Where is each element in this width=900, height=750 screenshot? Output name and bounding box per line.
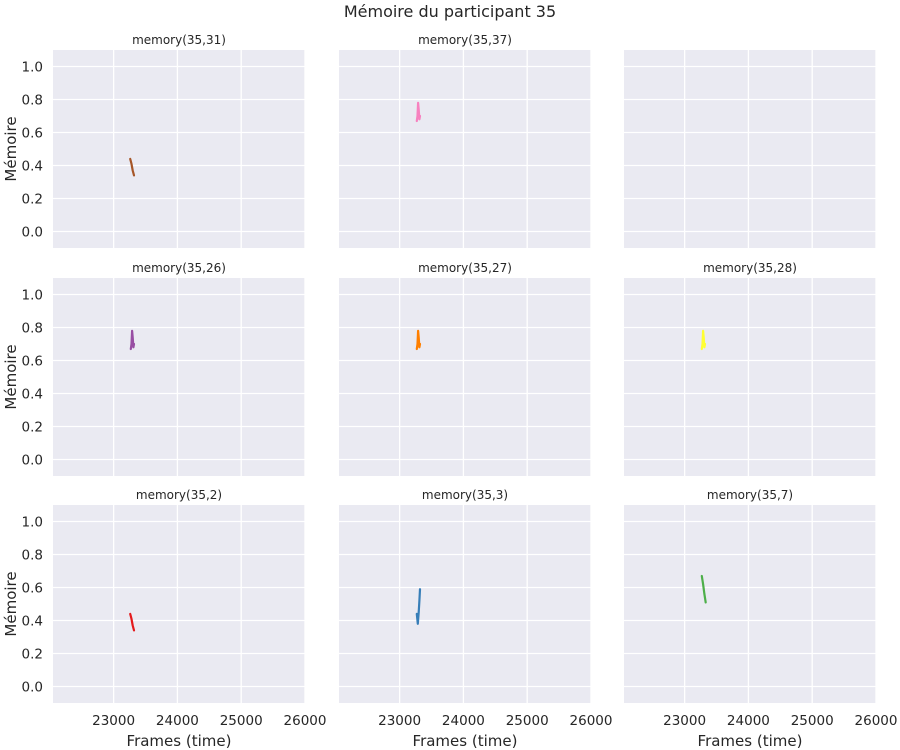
x-tick-label: 24000: [442, 713, 485, 729]
y-tick-label: 0.0: [22, 453, 43, 469]
x-axis-label: Frames (time): [413, 732, 518, 750]
panel-title: memory(35,3): [422, 488, 508, 502]
panel-2: memory(35,37): [339, 33, 591, 248]
panel-title: memory(35,31): [132, 33, 226, 47]
x-tick-label: 23000: [378, 713, 421, 729]
panel-1: memory(35,31) 0.0 0.2 0.4 0.6 0.8 1.0 Mémoire: [2, 33, 305, 248]
y-tick-label: 0.8: [22, 548, 43, 564]
x-tick-label: 23000: [663, 713, 706, 729]
panel-background: [339, 50, 591, 248]
x-axis-label: Frames (time): [698, 732, 803, 750]
x-tick-label: 23000: [92, 713, 135, 729]
panel-background: [339, 278, 591, 476]
y-tick-label: 1.0: [22, 288, 43, 304]
y-axis-label: Mémoire: [2, 571, 20, 636]
y-tick-label: 1.0: [22, 515, 43, 531]
y-tick-label: 0.2: [22, 647, 43, 663]
panel-background: [53, 278, 305, 476]
y-tick-label: 0.8: [22, 93, 43, 109]
y-tick-label: 1.0: [22, 60, 43, 76]
panel-title: memory(35,7): [707, 488, 793, 502]
x-tick-label: 26000: [855, 713, 898, 729]
panel-title: memory(35,26): [132, 261, 226, 275]
y-tick-label: 0.4: [22, 387, 43, 403]
y-tick-label: 0.8: [22, 321, 43, 337]
y-tick-label: 0.0: [22, 225, 43, 241]
panel-background: [53, 50, 305, 248]
panel-title: memory(35,28): [703, 261, 797, 275]
y-tick-label: 0.6: [22, 581, 43, 597]
y-tick-label: 0.6: [22, 354, 43, 370]
x-axis-label: Frames (time): [127, 732, 232, 750]
y-tick-label: 0.6: [22, 126, 43, 142]
y-tick-label: 0.4: [22, 159, 43, 175]
y-axis-label: Mémoire: [2, 344, 20, 409]
x-tick-label: 25000: [791, 713, 834, 729]
panel-background: [624, 278, 876, 476]
x-tick-label: 26000: [570, 713, 613, 729]
x-tick-label: 24000: [727, 713, 770, 729]
y-tick-label: 0.4: [22, 614, 43, 630]
y-axis-label: Mémoire: [2, 116, 20, 181]
x-tick-label: 25000: [220, 713, 263, 729]
panel-title: memory(35,2): [136, 488, 222, 502]
panel-3: [624, 50, 876, 248]
y-tick-label: 0.2: [22, 420, 43, 436]
x-tick-label: 26000: [284, 713, 327, 729]
x-tick-label: 25000: [506, 713, 549, 729]
y-tick-label: 0.2: [22, 192, 43, 208]
panel-background: [53, 505, 305, 703]
panel-title: memory(35,37): [418, 33, 512, 47]
panel-7: memory(35,2) 0.0 0.2 0.4 0.6 0.8 1.0 Mémoire 230…: [2, 488, 326, 750]
y-tick-label: 0.0: [22, 680, 43, 696]
panel-9: memory(35,7) 23000 24000 25000 26000 Frames (…: [624, 488, 897, 750]
panel-background: [624, 505, 876, 703]
panel-5: memory(35,27): [339, 261, 591, 476]
panel-background: [339, 505, 591, 703]
panel-6: memory(35,28): [624, 261, 876, 476]
panel-8: memory(35,3) 23000 24000 25000 26000 Frames (…: [339, 488, 612, 750]
panel-4: memory(35,26) 0.0 0.2 0.4 0.6 0.8 1.0 Mémoire: [2, 261, 305, 476]
x-tick-label: 24000: [156, 713, 199, 729]
panel-background: [624, 50, 876, 248]
panel-title: memory(35,27): [418, 261, 512, 275]
chart-title: Mémoire du participant 35: [344, 2, 556, 21]
